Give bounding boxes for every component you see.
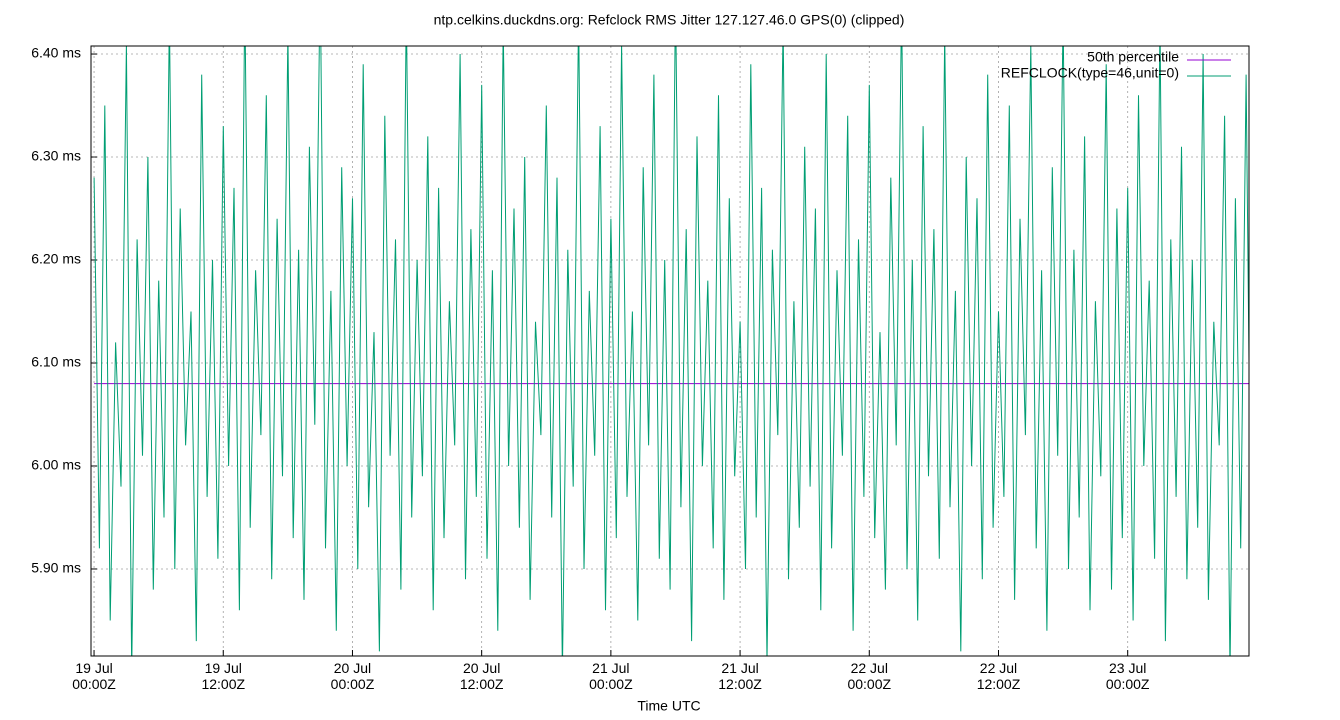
y-tick-label: 6.10 ms: [31, 354, 81, 370]
x-tick-label: 20 Jul 12:00Z: [459, 660, 504, 692]
x-tick-label: 21 Jul 12:00Z: [718, 660, 762, 692]
plot-area: [93, 46, 1249, 656]
legend-label: REFCLOCK(type=46,unit=0): [1001, 65, 1179, 81]
x-tick-label: 21 Jul 00:00Z: [589, 660, 633, 692]
x-tick-label: 22 Jul 12:00Z: [976, 660, 1021, 692]
legend-label: 50th percentile: [1087, 49, 1179, 65]
x-axis-label: Time UTC: [637, 698, 700, 714]
y-tick-label: 6.00 ms: [31, 457, 81, 473]
grid: [91, 46, 1249, 656]
plot-frame: [90, 45, 1250, 657]
x-tick-label: 23 Jul 00:00Z: [1105, 660, 1150, 692]
x-tick-label: 19 Jul 00:00Z: [72, 660, 116, 692]
y-tick-label: 6.40 ms: [31, 45, 81, 61]
series-line: [93, 46, 1249, 656]
y-tick-label: 5.90 ms: [31, 560, 81, 576]
y-tick-label: 6.20 ms: [31, 251, 81, 267]
x-tick-label: 20 Jul 00:00Z: [330, 660, 375, 692]
x-tick-label: 22 Jul 00:00Z: [847, 660, 892, 692]
chart-title: ntp.celkins.duckdns.org: Refclock RMS Ji…: [434, 12, 905, 28]
y-tick-label: 6.30 ms: [31, 148, 81, 164]
x-tick-label: 19 Jul 12:00Z: [201, 660, 246, 692]
